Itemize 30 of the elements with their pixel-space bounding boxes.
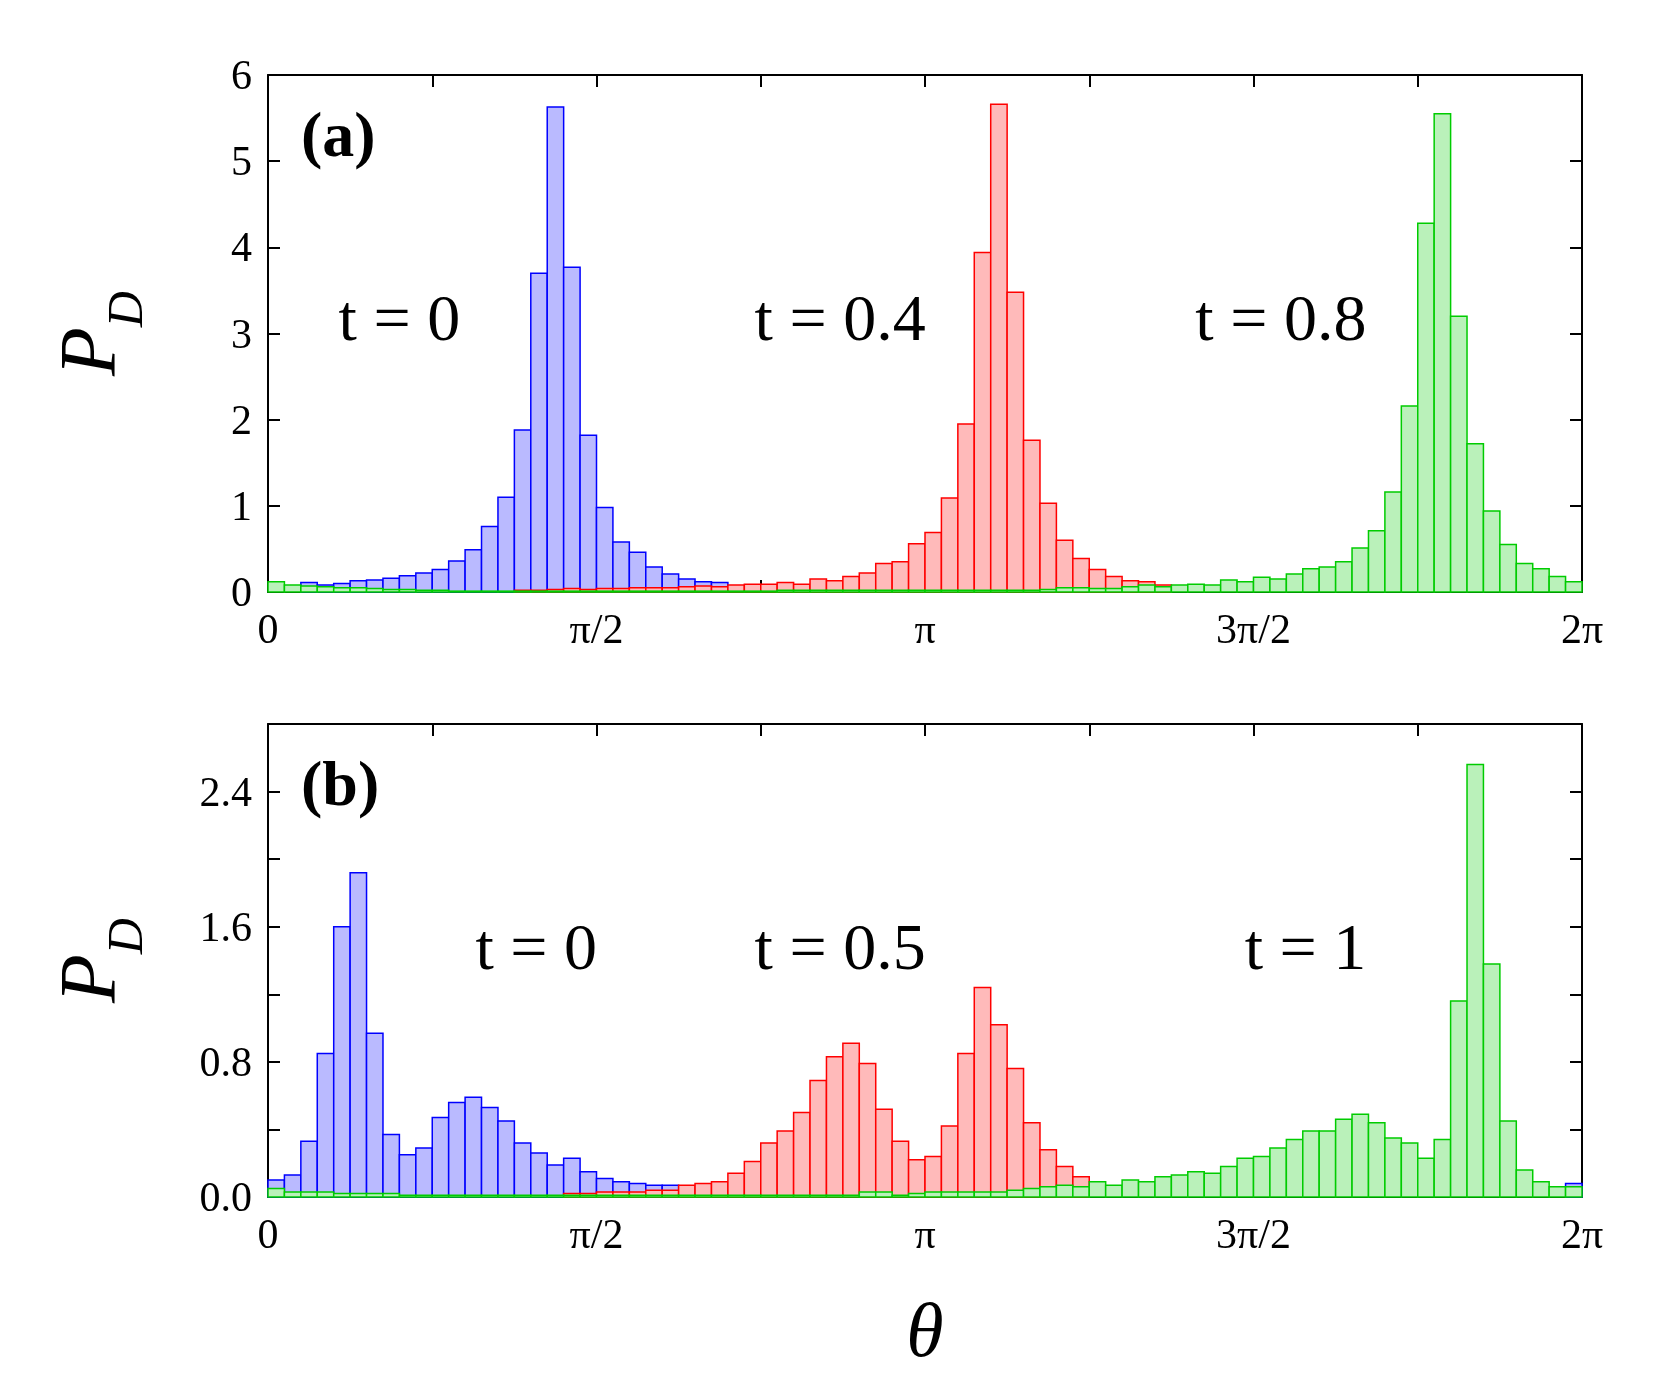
y-tick-label: 6 <box>231 52 252 98</box>
y-tick-label: 3 <box>231 310 252 357</box>
x-tick-label: 2π <box>1560 1211 1604 1257</box>
x-tick-label: 3π/2 <box>1216 1211 1291 1257</box>
x-tick-label: 2π <box>1560 606 1604 652</box>
annotation: t = 0 <box>338 281 461 355</box>
y-tick-label: 0.0 <box>199 1174 252 1220</box>
annotation: t = 0 <box>475 909 598 983</box>
annotation: t = 0.5 <box>754 909 926 983</box>
y-axis-title: PD <box>44 291 153 377</box>
annotation: t = 1 <box>1244 909 1367 983</box>
x-tick-label: π/2 <box>569 606 624 652</box>
chart-title: (a) <box>301 98 376 170</box>
y-tick-label: 5 <box>231 138 252 185</box>
y-tick-label: 2 <box>231 396 252 443</box>
annotation: t = 0.8 <box>1195 281 1367 355</box>
y-tick-label: 0 <box>231 569 252 615</box>
x-axis-title: θ <box>906 1288 944 1372</box>
y-tick-label: 4 <box>231 224 252 271</box>
x-tick-label: 3π/2 <box>1216 606 1291 652</box>
x-tick-label: π <box>914 1211 936 1257</box>
y-tick-label: 1 <box>231 482 252 529</box>
y-axis-title: PD <box>44 918 153 1004</box>
chart-title: (b) <box>301 747 380 819</box>
x-tick-label: π/2 <box>569 1211 624 1257</box>
y-tick-label: 2.4 <box>199 768 252 815</box>
y-tick-label: 0.8 <box>199 1038 252 1085</box>
y-tick-label: 1.6 <box>199 903 252 950</box>
x-tick-label: π <box>914 606 936 652</box>
annotation: t = 0.4 <box>754 281 926 355</box>
